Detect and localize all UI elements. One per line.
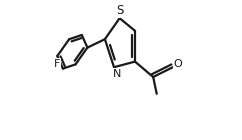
Text: N: N bbox=[113, 68, 122, 79]
Text: O: O bbox=[174, 59, 182, 69]
Text: F: F bbox=[54, 59, 60, 69]
Text: S: S bbox=[116, 4, 123, 17]
